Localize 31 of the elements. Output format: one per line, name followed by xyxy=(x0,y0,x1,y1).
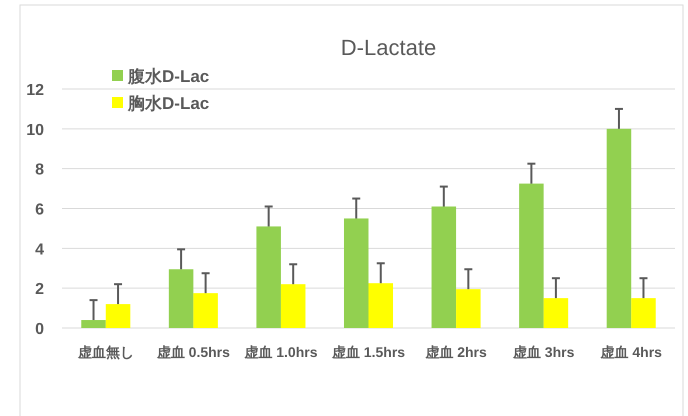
bar xyxy=(631,298,656,328)
bar xyxy=(256,226,281,328)
x-tick-label: 虚血 2hrs xyxy=(424,344,488,360)
bar xyxy=(544,298,568,328)
bar xyxy=(344,218,368,328)
bar xyxy=(456,289,481,328)
x-tick-label: 虚血 1.5hrs xyxy=(330,344,406,360)
bar xyxy=(168,269,194,328)
y-tick-label: 10 xyxy=(26,122,44,139)
y-tick-label: 8 xyxy=(35,162,44,179)
bar xyxy=(519,184,544,328)
y-tick-label: 2 xyxy=(35,281,44,298)
x-tick-label: 虚血 4hrs xyxy=(599,344,662,360)
x-tick-label: 虚血無し xyxy=(76,344,134,360)
y-tick-label: 0 xyxy=(35,321,44,338)
y-tick-label: 4 xyxy=(35,241,44,258)
x-tick-label: 虚血 1.0hrs xyxy=(243,344,318,360)
bar xyxy=(81,320,106,328)
y-tick-label: 6 xyxy=(35,202,44,218)
y-tick-label: 12 xyxy=(26,82,44,99)
legend-label: 胸水D-Lac xyxy=(127,94,210,113)
x-tick-label: 虚血 0.5hrs xyxy=(156,344,230,360)
bar xyxy=(368,283,394,328)
bar xyxy=(606,128,632,328)
bar xyxy=(106,304,130,328)
bar xyxy=(280,284,306,328)
legend-label: 腹水D-Lac xyxy=(127,67,210,86)
chart-title: D-Lactate xyxy=(340,35,436,60)
x-tick-label: 虚血 3hrs xyxy=(512,344,575,360)
bar xyxy=(432,206,456,328)
bar xyxy=(193,293,218,328)
